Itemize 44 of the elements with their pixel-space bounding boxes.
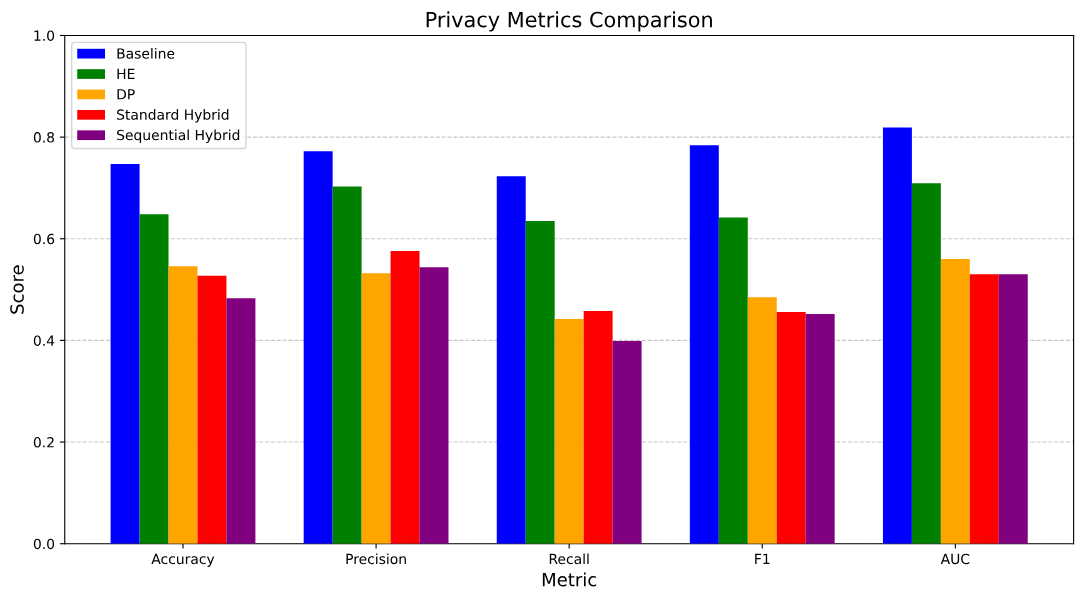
bar: [689, 145, 719, 544]
bar: [583, 310, 613, 544]
bar: [969, 274, 999, 544]
bar: [197, 275, 227, 544]
bar: [718, 217, 748, 544]
legend-label: Sequential Hybrid: [117, 129, 240, 143]
legend-label: Baseline: [117, 47, 175, 59]
legend-label: Standard Hybrid: [117, 109, 229, 123]
x-tick-label: F1: [755, 553, 770, 564]
legend-label: HE: [117, 68, 135, 79]
bar: [998, 274, 1028, 544]
bar: [805, 313, 835, 544]
y-tick-label: 0.8: [33, 132, 55, 143]
bar: [168, 266, 198, 544]
x-tick-label: AUC: [940, 553, 970, 565]
y-tick-label: 0.4: [33, 335, 55, 346]
bar: [776, 311, 806, 544]
y-tick-label: 0.6: [33, 233, 55, 245]
x-axis-title: Metric: [542, 572, 597, 587]
y-tick-label: 0.0: [33, 538, 55, 550]
bar: [139, 214, 169, 544]
bar: [361, 273, 391, 544]
bar: [911, 183, 941, 544]
bar: [226, 298, 256, 544]
bar: [303, 151, 333, 544]
legend-label: DP: [117, 89, 135, 100]
bar: [419, 267, 449, 544]
chart-title: Privacy Metrics Comparison: [426, 11, 712, 32]
bar: [882, 127, 912, 544]
bar: [612, 340, 642, 544]
x-tick-label: Recall: [549, 553, 589, 565]
y-axis-title: Score: [10, 265, 24, 314]
bar: [747, 297, 777, 544]
bar: [940, 259, 970, 544]
y-tick-label: 0.2: [33, 437, 54, 448]
x-tick-label: Precision: [346, 553, 406, 565]
y-tick-label: 1.0: [34, 30, 55, 41]
bar: [110, 164, 140, 544]
bar: [390, 250, 420, 544]
x-tick-label: Accuracy: [151, 553, 215, 567]
bar: [525, 220, 555, 544]
bar: [332, 186, 362, 544]
bar: [496, 176, 526, 544]
bar: [554, 319, 584, 544]
